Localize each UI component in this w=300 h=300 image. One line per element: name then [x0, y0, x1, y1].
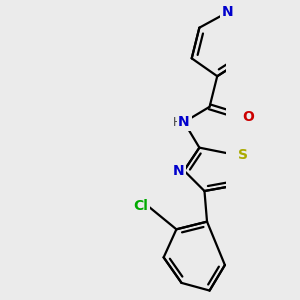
Text: S: S [238, 148, 248, 162]
Text: N: N [178, 115, 190, 129]
Text: H: H [173, 116, 182, 129]
Text: O: O [243, 110, 255, 124]
Text: N: N [222, 5, 233, 20]
Text: N: N [172, 164, 184, 178]
Text: Cl: Cl [134, 199, 148, 213]
